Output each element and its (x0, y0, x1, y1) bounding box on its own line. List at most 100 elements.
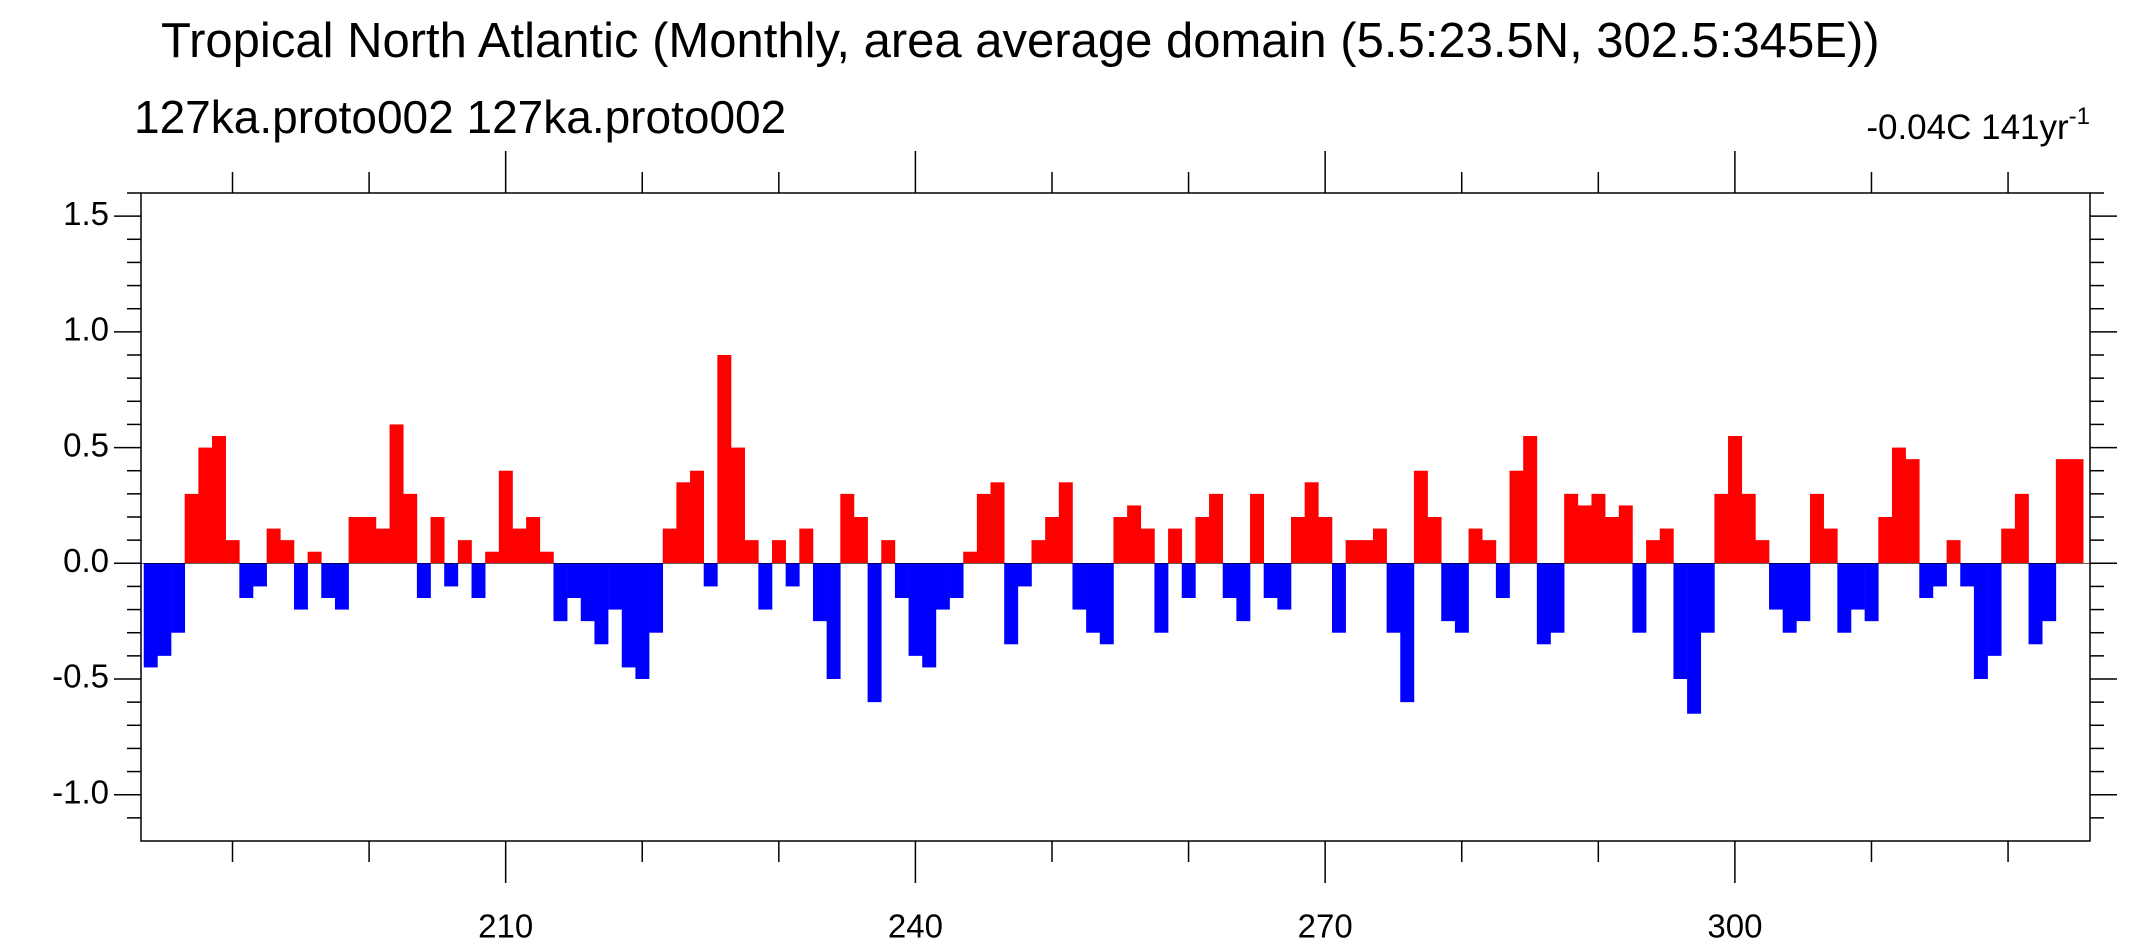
bar (1086, 563, 1101, 633)
bar (1495, 563, 1510, 598)
bar (1509, 470, 1524, 564)
bar (744, 540, 759, 564)
bar (894, 563, 909, 598)
bar (1168, 528, 1183, 564)
bar (1605, 517, 1620, 564)
y-tick-label: 0.5 (63, 426, 109, 463)
bar (867, 563, 882, 703)
bar (731, 447, 745, 564)
bar (1769, 563, 1783, 610)
bar (1017, 563, 1032, 587)
bar (1277, 563, 1292, 610)
bar (498, 470, 513, 564)
bar (225, 540, 240, 564)
bar (717, 355, 732, 564)
bar (785, 563, 800, 587)
bar (1919, 563, 1934, 598)
bar (758, 563, 773, 610)
bar (1973, 563, 1988, 679)
bar (266, 528, 281, 564)
bar (1058, 482, 1073, 564)
bar (1181, 563, 1196, 598)
y-tick-label: -0.5 (52, 658, 109, 695)
bar (1632, 563, 1647, 633)
bar (1550, 563, 1565, 633)
bar (2069, 459, 2084, 564)
bar (2055, 459, 2070, 564)
bar (485, 551, 500, 564)
bar (389, 424, 404, 564)
bar (812, 563, 827, 622)
subtitle-left: 127ka.proto002 127ka.proto002 (134, 91, 786, 143)
bar (1946, 540, 1961, 564)
bar (321, 563, 336, 598)
bar (1045, 517, 1060, 564)
bar (1413, 470, 1428, 564)
bar (1850, 563, 1865, 610)
bar (703, 563, 718, 587)
bar (1523, 436, 1538, 564)
bar (1755, 540, 1770, 564)
x-tick-label: 240 (888, 908, 943, 945)
bar (635, 563, 650, 679)
bar (1304, 482, 1319, 564)
bar (143, 563, 158, 668)
bar (1891, 447, 1906, 564)
bar (1673, 563, 1688, 679)
bar (690, 470, 705, 564)
bar (1099, 563, 1114, 645)
bar (471, 563, 486, 598)
bar (280, 540, 295, 564)
bar (799, 528, 814, 564)
bar (239, 563, 254, 598)
bar (1468, 528, 1483, 564)
bar (416, 563, 431, 598)
bar (157, 563, 172, 656)
subtitle-right-sup: -1 (2069, 103, 2090, 130)
bar (990, 482, 1005, 564)
bar (2014, 493, 2029, 564)
bar (1209, 493, 1224, 564)
bar (1427, 517, 1442, 564)
bar (1441, 563, 1456, 622)
bar (1714, 493, 1729, 564)
bar (1127, 505, 1142, 564)
bar (1728, 436, 1743, 564)
bar (1291, 517, 1305, 564)
bar (2042, 563, 2057, 622)
bar (963, 551, 978, 564)
bar (1782, 563, 1797, 633)
bar (1932, 563, 1947, 587)
bar (457, 540, 472, 564)
bar (976, 493, 991, 564)
bar (1263, 563, 1278, 598)
bar (594, 563, 609, 645)
bar (1564, 493, 1579, 564)
bar (1536, 563, 1551, 645)
bar (676, 482, 691, 564)
bar (539, 551, 554, 564)
bar (212, 436, 226, 564)
subtitle-right: -0.04C 141yr-1 (1866, 103, 2090, 147)
bar (608, 563, 623, 610)
bar (1482, 540, 1497, 564)
bar (184, 493, 199, 564)
bar (1400, 563, 1415, 703)
bar (430, 517, 445, 564)
x-tick-label: 210 (478, 908, 533, 945)
bar (1823, 528, 1838, 564)
bar (1222, 563, 1237, 598)
bar (1331, 563, 1346, 633)
bar (772, 540, 786, 564)
y-tick-label: 0.0 (63, 542, 109, 579)
bar (252, 563, 267, 587)
bar (444, 563, 459, 587)
bar (2001, 528, 2016, 564)
x-tick-label: 270 (1298, 908, 1353, 945)
bar (293, 563, 308, 610)
bar (1591, 493, 1606, 564)
bar (1905, 459, 1920, 564)
bar (1837, 563, 1852, 633)
y-tick-label: -1.0 (52, 773, 109, 810)
